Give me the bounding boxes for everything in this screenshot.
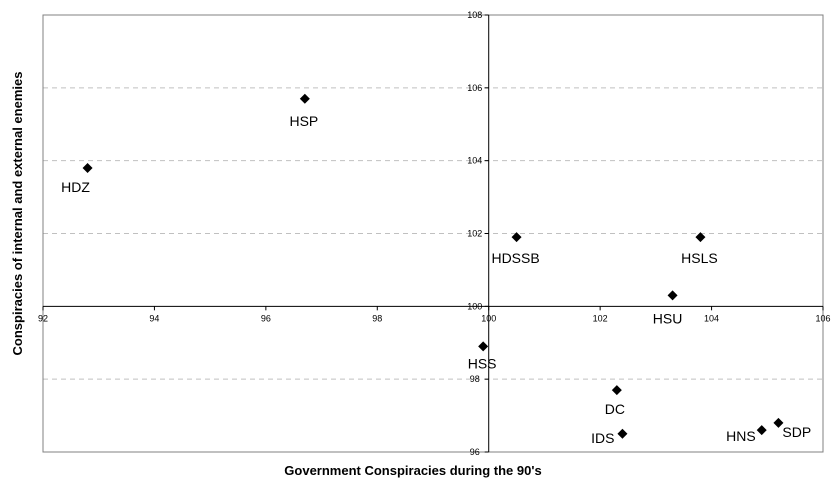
data-label-hdssb: HDSSB: [491, 250, 539, 266]
x-tick-label: 94: [149, 313, 159, 323]
data-label-hsp: HSP: [289, 113, 318, 129]
grid-layer: [43, 87, 823, 380]
x-tick-label: 104: [704, 313, 719, 323]
y-tick-label: 102: [467, 229, 482, 239]
y-tick-label: 96: [470, 447, 480, 457]
x-tick-label: 102: [593, 313, 608, 323]
data-label-ids: IDS: [591, 430, 614, 446]
data-point-dc: [611, 385, 622, 396]
x-tick-label: 100: [481, 313, 496, 323]
data-label-hss: HSS: [468, 355, 497, 371]
plot-area-frame: [42, 14, 824, 453]
axes-layer: [42, 14, 824, 453]
x-tick-label: 96: [261, 313, 271, 323]
y-tick-label: 106: [467, 83, 482, 93]
y-axis-title: Conspiracies of internal and external en…: [10, 72, 25, 356]
y-tick-label: 104: [467, 156, 482, 166]
data-point-hsu: [667, 290, 678, 301]
data-point-ids: [617, 428, 628, 439]
data-points: [82, 93, 784, 439]
y-tick-label: 98: [470, 374, 480, 384]
data-label-hdz: HDZ: [61, 179, 90, 195]
data-label-hsls: HSLS: [681, 250, 718, 266]
data-point-hsls: [695, 232, 706, 243]
data-label-hsu: HSU: [653, 310, 683, 326]
x-tick-label: 98: [372, 313, 382, 323]
y-tick-label: 100: [467, 301, 482, 311]
data-label-dc: DC: [605, 401, 625, 417]
data-point-hns: [756, 425, 767, 436]
data-label-sdp: SDP: [782, 424, 811, 440]
y-tick-label: 108: [467, 10, 482, 20]
data-point-hdz: [82, 162, 93, 173]
data-point-hdssb: [511, 232, 522, 243]
data-point-hss: [478, 341, 489, 352]
tick-labels: 92 94 96 98 100 102 104 106 96 98 100 102 104 106 108: [38, 10, 831, 457]
x-tick-label: 92: [38, 313, 48, 323]
data-labels: HDZ HSP HDSSB HSLS HSU HSS DC IDS HNS SDP: [61, 113, 811, 446]
x-tick-label: 106: [815, 313, 830, 323]
data-point-hsp: [299, 93, 310, 104]
x-axis-title: Government Conspiracies during the 90's: [284, 463, 541, 478]
data-label-hns: HNS: [726, 428, 756, 444]
data-point-sdp: [773, 417, 784, 428]
